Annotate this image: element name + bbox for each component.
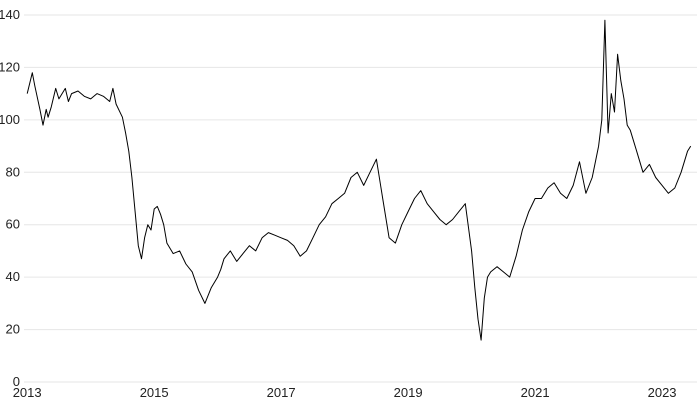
y-tick-label: 120 bbox=[0, 59, 20, 74]
price-series-line bbox=[26, 19, 692, 341]
y-tick-label: 40 bbox=[6, 269, 20, 284]
y-tick-label: 80 bbox=[6, 164, 20, 179]
y-tick-label: 60 bbox=[6, 217, 20, 232]
y-tick-label: 140 bbox=[0, 7, 20, 22]
x-tick-label: 2019 bbox=[394, 385, 423, 400]
x-axis-tick-labels: 2013 2015 2017 2019 2021 2023 bbox=[13, 385, 677, 400]
x-tick-label: 2017 bbox=[267, 385, 296, 400]
x-tick-label: 2013 bbox=[13, 385, 42, 400]
grid-lines bbox=[24, 14, 697, 383]
y-tick-label: 20 bbox=[6, 322, 20, 337]
x-tick-label: 2021 bbox=[521, 385, 550, 400]
x-tick-label: 2023 bbox=[648, 385, 677, 400]
x-tick-label: 2015 bbox=[140, 385, 169, 400]
y-axis-tick-labels: 0 20 40 60 80 100 120 140 bbox=[0, 7, 20, 389]
y-tick-label: 100 bbox=[0, 112, 20, 127]
y-tick-label: 0 bbox=[13, 374, 20, 389]
